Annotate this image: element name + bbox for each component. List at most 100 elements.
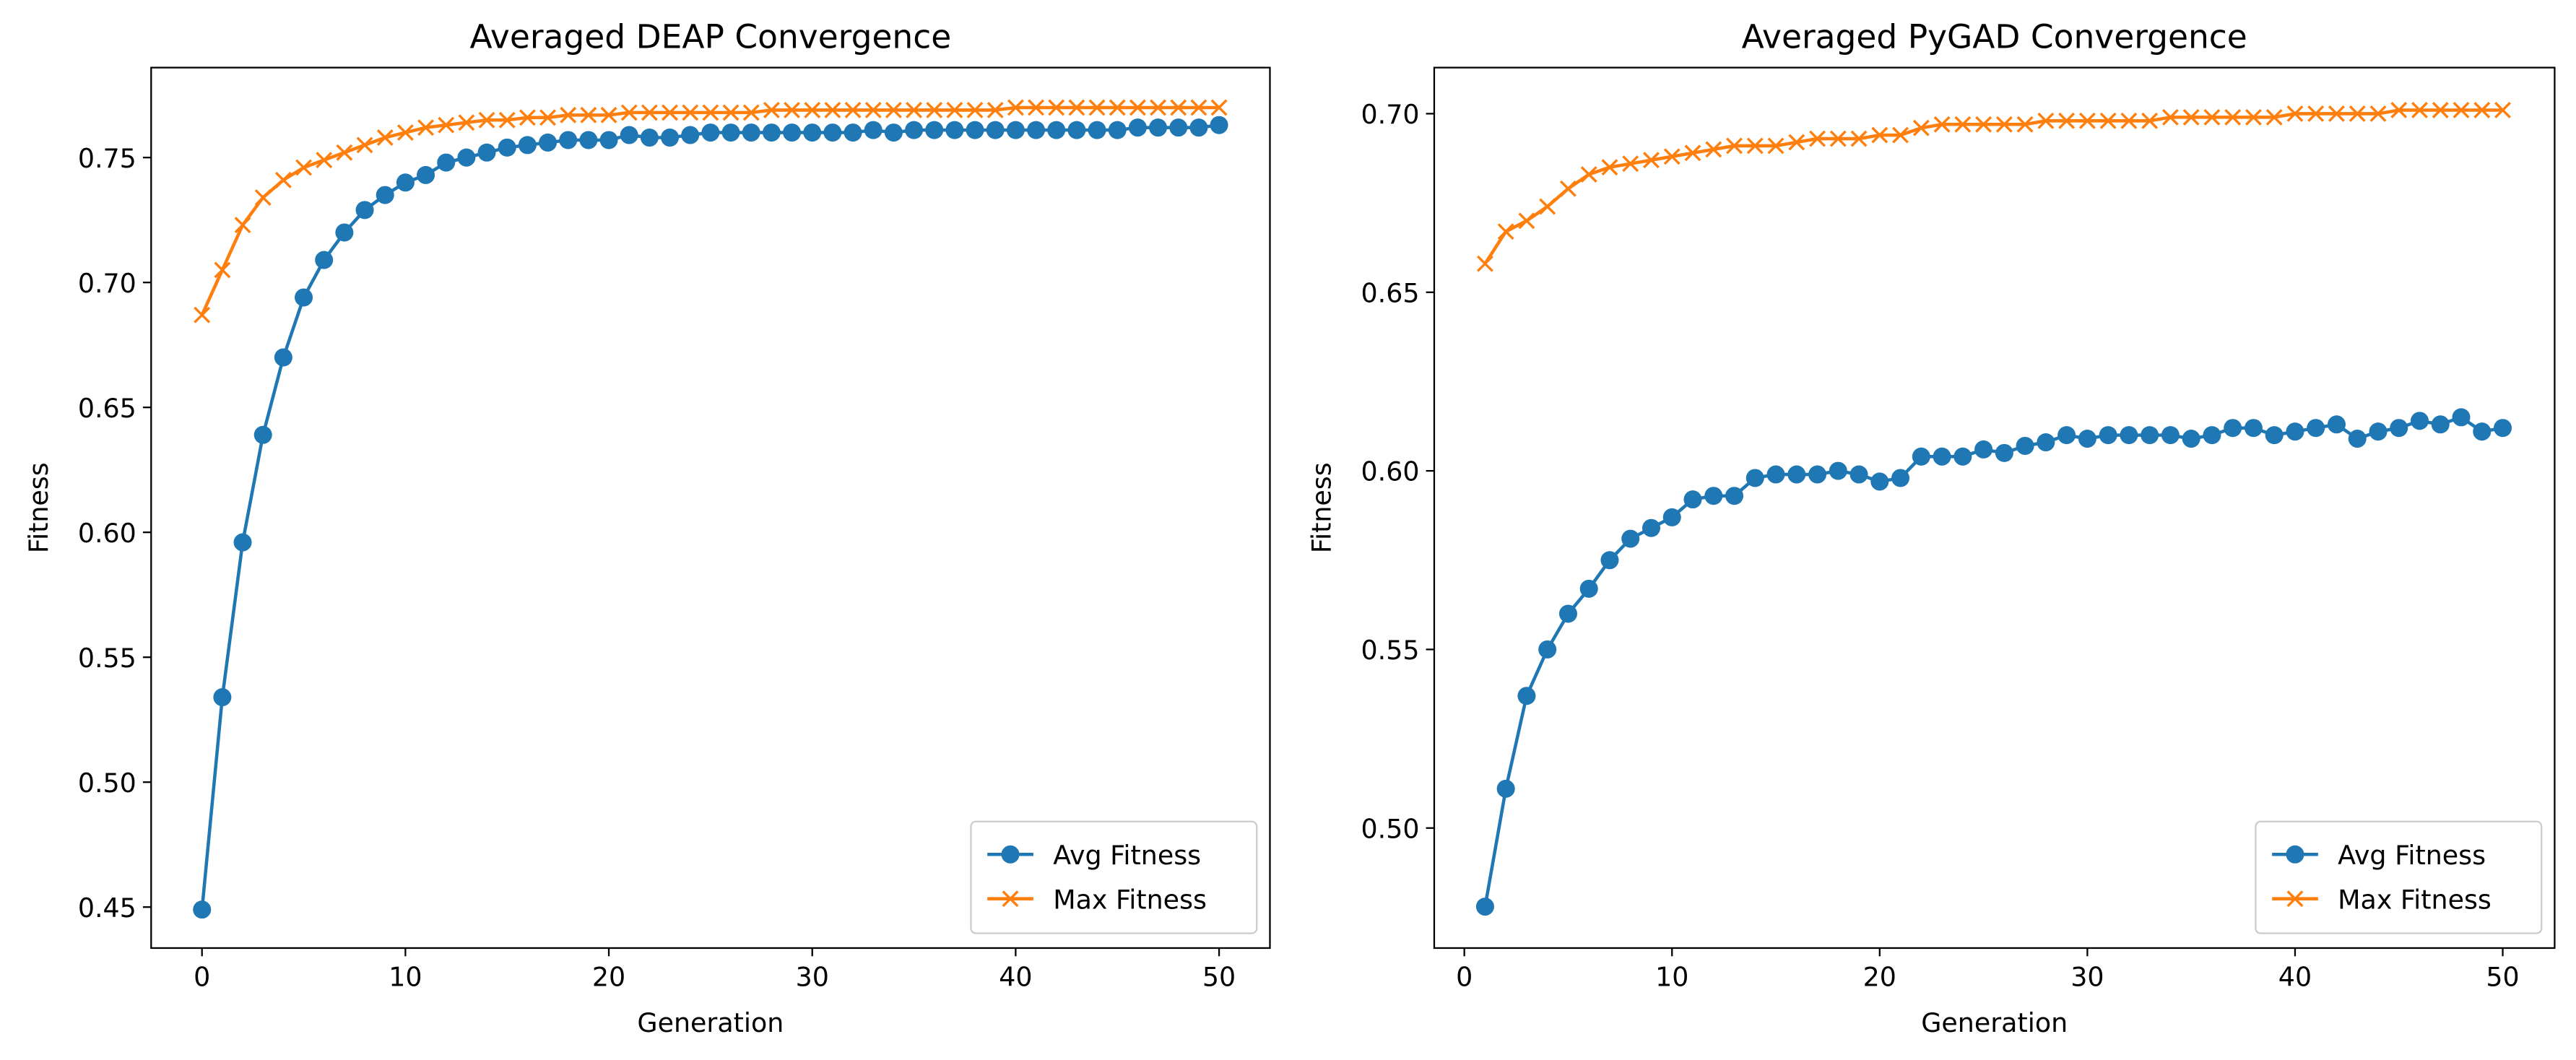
marker — [783, 123, 802, 142]
legend-label: Avg Fitness — [1053, 840, 1201, 871]
marker — [1149, 118, 1168, 137]
marker — [1539, 198, 1556, 215]
chart-title: Averaged DEAP Convergence — [469, 17, 951, 56]
marker — [376, 129, 394, 146]
marker — [295, 288, 313, 307]
marker — [2286, 422, 2304, 441]
marker — [1953, 447, 1972, 466]
marker — [1933, 116, 1951, 133]
marker — [2286, 845, 2304, 864]
marker — [254, 189, 272, 206]
marker — [438, 116, 455, 134]
marker — [2037, 433, 2055, 452]
marker — [966, 121, 984, 139]
marker — [1871, 126, 1888, 144]
axes-frame — [1433, 66, 2556, 950]
marker — [864, 102, 882, 118]
marker — [2431, 415, 2450, 434]
marker — [2099, 426, 2117, 445]
marker — [1579, 579, 1598, 598]
marker — [742, 104, 760, 121]
y-tick-label: 0.75 — [78, 143, 136, 174]
x-axis-label: Generation — [1921, 1007, 2068, 1038]
marker — [946, 102, 963, 118]
marker — [1933, 447, 1951, 466]
marker — [1850, 130, 1868, 147]
marker — [2057, 426, 2076, 445]
marker — [1210, 99, 1228, 116]
marker — [396, 173, 415, 192]
marker — [2473, 102, 2491, 118]
marker — [742, 123, 760, 142]
marker — [1190, 99, 1207, 116]
marker — [214, 261, 231, 279]
marker — [681, 126, 700, 144]
marker — [2161, 426, 2180, 445]
marker — [1974, 440, 1993, 459]
marker — [274, 348, 292, 367]
x-tick-label: 0 — [194, 961, 210, 992]
marker — [1829, 130, 1847, 147]
marker — [1558, 604, 1577, 623]
marker — [2141, 112, 2159, 129]
marker — [2016, 116, 2034, 133]
marker — [824, 102, 841, 118]
marker — [1808, 465, 1827, 484]
marker — [1169, 118, 1188, 137]
marker — [193, 900, 212, 919]
marker — [1129, 99, 1146, 116]
marker — [2244, 419, 2263, 438]
marker — [1128, 118, 1147, 137]
marker — [1210, 116, 1228, 134]
marker — [2307, 419, 2325, 438]
marker — [945, 121, 964, 139]
marker — [1745, 469, 1764, 487]
marker — [2286, 105, 2304, 122]
marker — [1068, 99, 1085, 116]
marker — [2453, 102, 2470, 118]
marker — [721, 123, 740, 142]
marker — [803, 123, 822, 142]
marker — [1560, 180, 1577, 197]
marker — [396, 124, 414, 142]
marker — [1642, 518, 1660, 537]
marker — [702, 104, 719, 121]
legend-label: Max Fitness — [1053, 884, 1207, 915]
marker — [926, 102, 943, 118]
y-tick-label: 0.60 — [1361, 456, 1419, 487]
marker — [1475, 898, 1494, 916]
marker — [356, 136, 373, 154]
marker — [844, 102, 862, 118]
y-tick-label: 0.65 — [1361, 277, 1419, 308]
x-tick-label: 40 — [999, 961, 1032, 992]
marker — [1975, 116, 1992, 133]
marker — [295, 159, 312, 176]
series-line — [200, 123, 1220, 910]
y-tick-label: 0.55 — [1361, 635, 1419, 666]
marker — [355, 201, 374, 220]
marker — [1002, 890, 1019, 908]
marker — [233, 533, 252, 552]
x-tick-label: 50 — [2486, 961, 2519, 992]
marker — [2203, 426, 2221, 445]
marker — [1476, 255, 1493, 272]
marker — [1912, 447, 1930, 466]
marker — [457, 148, 476, 167]
marker — [2452, 408, 2471, 427]
marker — [662, 104, 678, 121]
marker — [682, 104, 699, 121]
marker — [905, 121, 924, 139]
marker — [2369, 422, 2388, 441]
y-tick-label: 0.45 — [78, 892, 136, 924]
legend-frame — [2255, 820, 2543, 934]
marker — [2182, 108, 2200, 126]
marker — [1538, 640, 1557, 659]
marker — [1517, 687, 1536, 705]
y-tick-label: 0.60 — [78, 518, 136, 549]
y-tick-label: 0.50 — [1361, 813, 1419, 844]
marker — [539, 109, 556, 126]
marker — [253, 425, 272, 444]
marker — [2390, 102, 2408, 118]
marker — [1580, 166, 1597, 183]
